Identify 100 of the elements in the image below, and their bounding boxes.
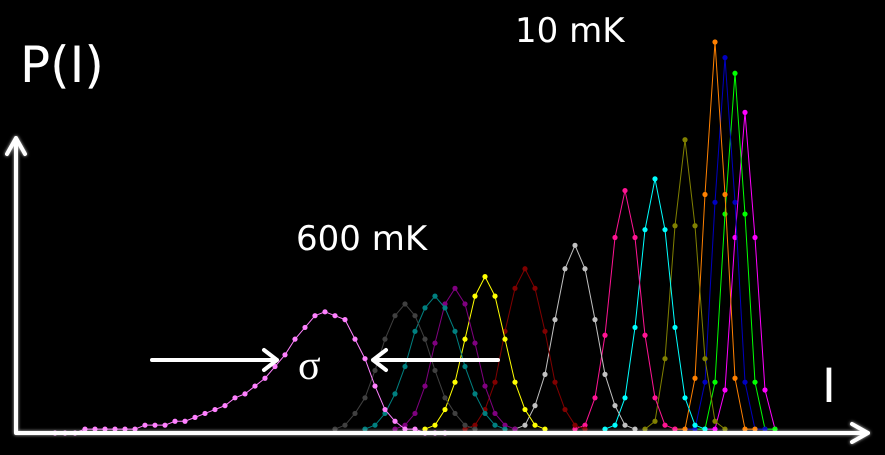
point — [712, 200, 718, 205]
point — [232, 395, 238, 400]
point — [732, 376, 738, 381]
point — [692, 422, 698, 428]
point — [482, 383, 488, 389]
point — [202, 410, 208, 416]
point — [372, 422, 378, 428]
point — [172, 418, 178, 424]
point — [722, 387, 728, 393]
point — [222, 403, 228, 408]
point — [642, 227, 648, 232]
point — [192, 414, 198, 420]
point — [462, 336, 468, 342]
point — [622, 395, 628, 400]
point — [262, 376, 268, 381]
point — [442, 406, 448, 412]
point — [712, 380, 718, 385]
point — [522, 266, 528, 272]
point — [532, 403, 538, 408]
point — [462, 422, 468, 428]
point — [582, 266, 588, 272]
point — [412, 313, 418, 318]
point — [442, 305, 448, 310]
point — [472, 340, 478, 346]
point — [652, 176, 658, 182]
point — [652, 395, 658, 400]
point — [392, 418, 398, 424]
point — [412, 410, 418, 416]
point — [702, 192, 708, 198]
point — [632, 234, 638, 240]
point — [612, 422, 618, 428]
point — [432, 294, 438, 299]
point — [492, 380, 498, 385]
point — [392, 391, 398, 396]
point — [452, 410, 458, 416]
point — [562, 406, 568, 412]
point — [702, 356, 708, 362]
point — [552, 380, 558, 385]
point — [412, 328, 418, 334]
point — [762, 387, 768, 393]
point — [652, 418, 658, 424]
point — [462, 301, 468, 307]
point — [422, 305, 428, 310]
point — [562, 266, 568, 272]
point — [692, 376, 698, 381]
point — [612, 403, 618, 408]
point — [512, 380, 518, 385]
point — [212, 406, 218, 412]
point — [542, 372, 548, 377]
point — [342, 317, 348, 322]
point — [292, 336, 298, 342]
point — [452, 286, 458, 291]
annotation: 600 mK — [296, 219, 428, 259]
point — [722, 55, 728, 60]
point — [572, 422, 578, 428]
point — [602, 372, 608, 377]
point — [552, 317, 558, 322]
point — [252, 383, 258, 389]
point — [492, 294, 498, 299]
point — [242, 391, 248, 396]
point — [182, 418, 188, 424]
point — [382, 336, 388, 342]
point — [492, 410, 498, 416]
point — [432, 368, 438, 374]
point — [612, 234, 618, 240]
point — [672, 223, 678, 228]
point — [372, 368, 378, 374]
annotation: σ — [298, 343, 321, 389]
point — [332, 313, 338, 318]
point — [142, 422, 148, 428]
point — [352, 410, 358, 416]
point — [622, 188, 628, 194]
point — [662, 356, 668, 362]
point — [472, 391, 478, 396]
point — [322, 309, 328, 314]
point — [402, 364, 408, 370]
point — [672, 324, 678, 330]
point — [422, 336, 428, 342]
point — [492, 422, 498, 428]
point — [522, 422, 528, 428]
point — [732, 200, 738, 205]
point — [472, 294, 478, 299]
point — [572, 242, 578, 248]
point — [512, 286, 518, 291]
point — [372, 383, 378, 389]
point — [452, 328, 458, 334]
point — [342, 422, 348, 428]
point — [662, 227, 668, 232]
point — [282, 352, 288, 358]
point — [362, 395, 368, 400]
point — [362, 356, 368, 362]
point — [352, 336, 358, 342]
point — [392, 313, 398, 318]
point — [742, 211, 748, 217]
point — [752, 380, 758, 385]
point — [632, 324, 638, 330]
point — [462, 364, 468, 370]
point — [742, 110, 748, 115]
point — [502, 336, 508, 342]
point — [532, 422, 538, 428]
